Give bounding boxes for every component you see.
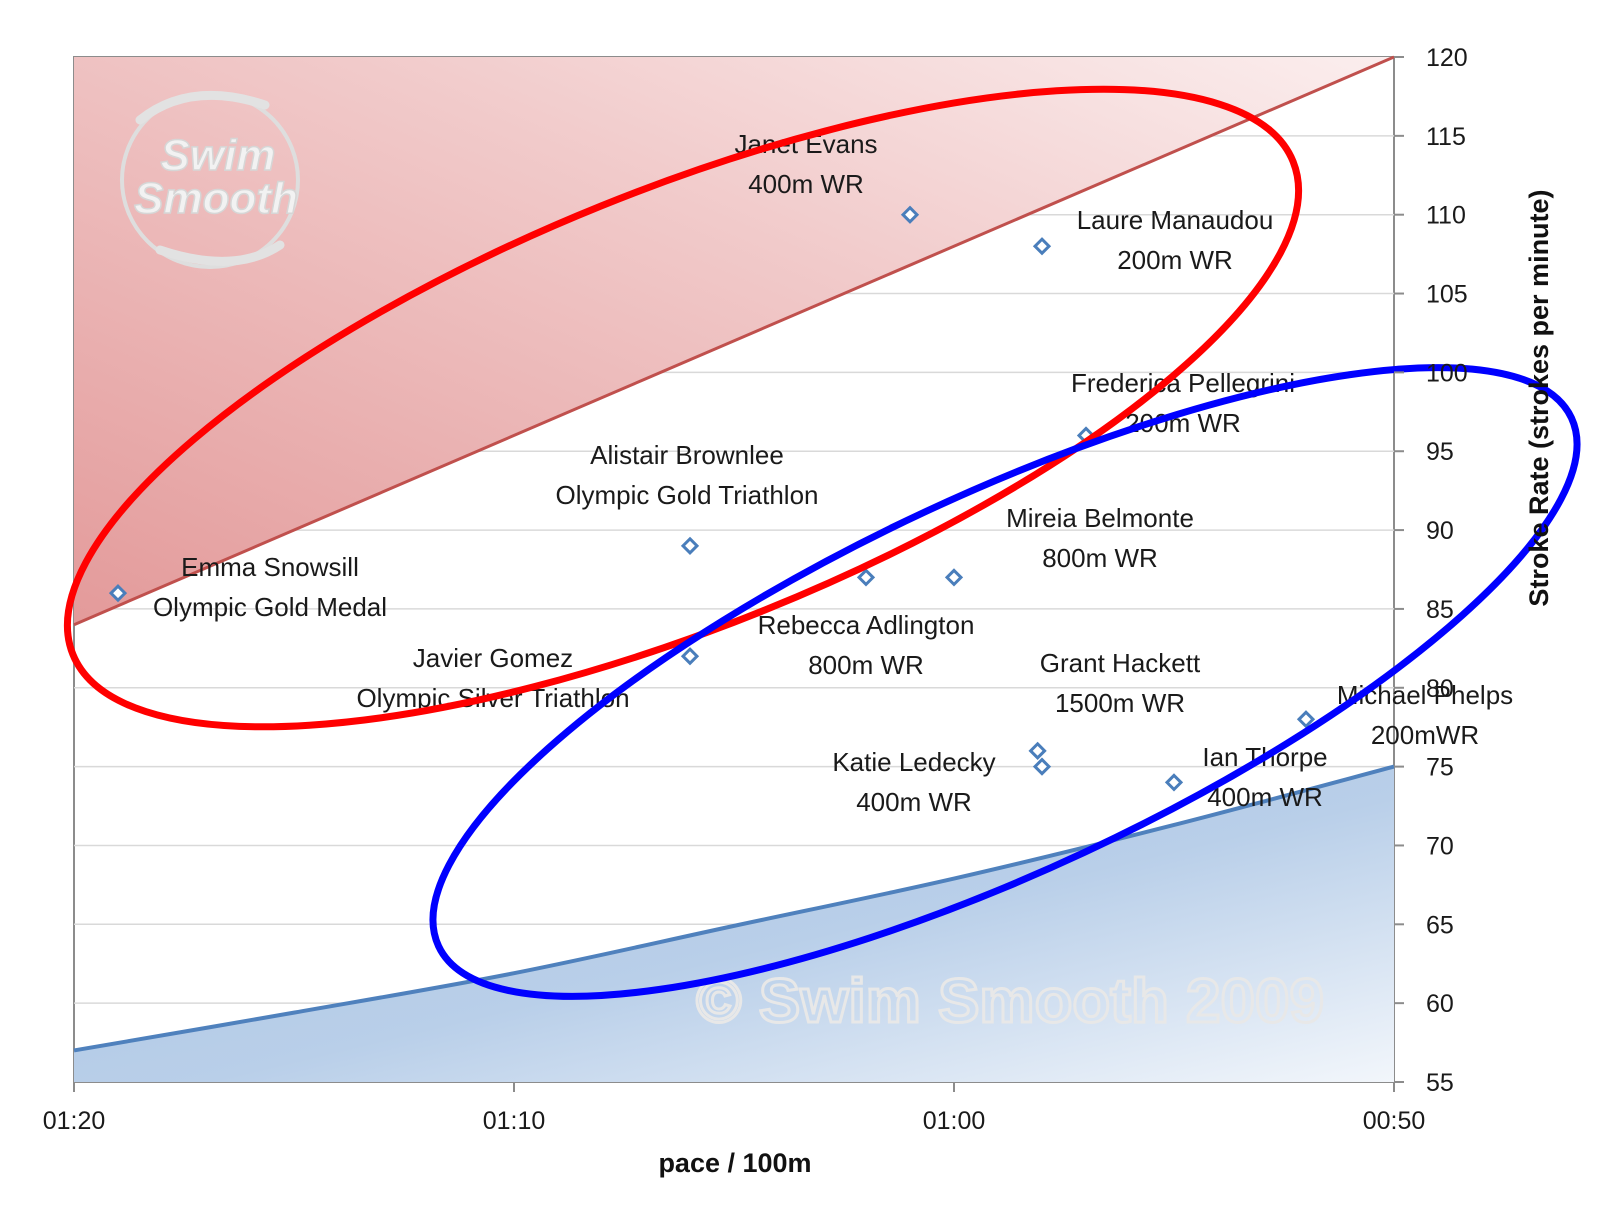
point-label: Mireia Belmonte 800m WR [1006, 503, 1194, 573]
point-label: Grant Hackett 1500m WR [1040, 648, 1201, 718]
point-label: Ian Thorpe 400m WR [1202, 742, 1327, 812]
data-point [1032, 237, 1052, 256]
svg-text:Smooth: Smooth [134, 174, 298, 223]
shaded-bands [73, 55, 1395, 1082]
point-label: Katie Ledecky 400m WR [832, 747, 995, 817]
point-label: Rebecca Adlington 800m WR [758, 610, 975, 680]
point-label-line: 800m WR [1042, 543, 1158, 573]
data-points [108, 205, 1316, 792]
point-label-line: Olympic Gold Medal [153, 592, 387, 622]
point-labels: Emma Snowsill Olympic Gold Medal Janet Eva… [153, 129, 1513, 817]
point-label-line: 400m WR [1207, 782, 1323, 812]
y-tick-label: 70 [1426, 832, 1454, 860]
data-point [900, 205, 920, 224]
data-point [680, 647, 700, 666]
swim-smooth-logo: Swim Smooth [120, 90, 300, 269]
point-label-line: Katie Ledecky [832, 747, 995, 777]
point-label-line: Grant Hackett [1040, 648, 1201, 678]
y-axis-title: Stroke Rate (strokes per minute) [1524, 189, 1554, 606]
y-tick-label: 80 [1426, 675, 1454, 703]
y-tick-label: 100 [1426, 359, 1468, 387]
lower-band-fill [74, 766, 1394, 1082]
data-point [108, 584, 128, 603]
point-label-line: 400m WR [856, 787, 972, 817]
point-label: Laure Manaudou 200m WR [1077, 205, 1274, 275]
y-tick-label: 105 [1426, 281, 1468, 309]
lower-band-curve [73, 764, 1395, 1053]
x-tick-label: 01:10 [483, 1107, 546, 1135]
data-point [680, 536, 700, 555]
data-point [1032, 757, 1052, 776]
point-label-line: Javier Gomez [413, 643, 573, 673]
point-label-line: 200mWR [1371, 720, 1479, 750]
svg-text:© Swim Smooth 2009: © Swim Smooth 2009 [696, 967, 1324, 1036]
data-point [1028, 741, 1047, 760]
point-label-line: Mireia Belmonte [1006, 503, 1194, 533]
data-point [1296, 710, 1316, 729]
y-tick-label: 60 [1426, 990, 1454, 1018]
point-label: Alistair Brownlee Olympic Gold Triathlon [556, 440, 819, 510]
data-point [856, 568, 876, 587]
red-ellipse [63, 85, 1303, 731]
y-tick-label: 115 [1426, 123, 1466, 151]
x-tick-label: 01:00 [923, 1107, 986, 1135]
x-axis-title: pace / 100m [658, 1148, 811, 1178]
y-tick-label: 85 [1426, 596, 1454, 624]
point-label-line: 200m WR [1117, 245, 1233, 275]
blue-ellipse [429, 364, 1581, 1000]
point-label-line: Olympic Gold Triathlon [556, 480, 819, 510]
point-label-line: Rebecca Adlington [758, 610, 975, 640]
y-tick-label: 120 [1426, 44, 1468, 72]
point-label: Michael Phelps 200mWR [1337, 680, 1513, 750]
y-tick-label: 95 [1426, 438, 1454, 466]
point-label: Frederica Pellegrini 200m WR [1071, 368, 1295, 438]
point-label-line: 400m WR [748, 169, 864, 199]
grouping-ellipses [63, 85, 1581, 1000]
y-tick-label: 110 [1426, 202, 1466, 230]
point-label-line: 1500m WR [1055, 688, 1185, 718]
point-label: Emma Snowsill Olympic Gold Medal [153, 552, 387, 622]
y-tick-label: 90 [1426, 517, 1454, 545]
x-axis-ticks: 01:20 01:10 01:00 00:50 [43, 1107, 1426, 1135]
point-label-line: Laure Manaudou [1077, 205, 1274, 235]
data-point [1164, 773, 1184, 792]
y-tick-label: 75 [1426, 754, 1454, 782]
point-label-line: 800m WR [808, 650, 924, 680]
x-tick-label: 00:50 [1363, 1107, 1426, 1135]
data-point [944, 568, 964, 587]
y-axis-ticks: 55 60 65 70 75 80 85 90 95 100 105 110 115 120 [1394, 44, 1468, 1097]
upper-band-line [73, 55, 1395, 627]
svg-text:Swim: Swim [161, 131, 276, 180]
point-label-line: Emma Snowsill [181, 552, 359, 582]
point-label: Janet Evans 400m WR [734, 129, 877, 199]
x-tick-label: 01:20 [43, 1107, 106, 1135]
y-tick-label: 65 [1426, 911, 1454, 939]
point-label-line: Alistair Brownlee [590, 440, 784, 470]
y-tick-label: 55 [1426, 1069, 1454, 1097]
copyright-watermark: © Swim Smooth 2009 [695, 966, 1326, 1038]
